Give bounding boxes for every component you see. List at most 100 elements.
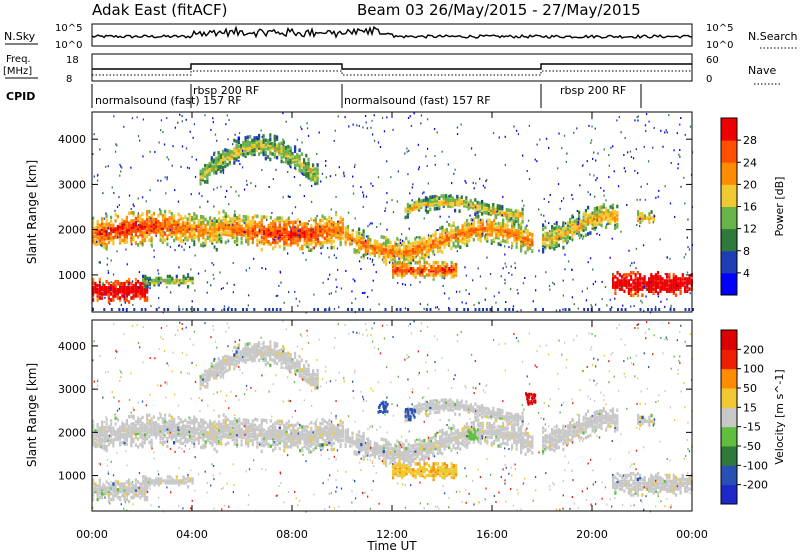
power-cell <box>593 213 596 217</box>
power-cell <box>170 224 173 228</box>
power-cell <box>457 242 460 246</box>
power-cell <box>531 249 534 253</box>
power-cell <box>119 163 121 166</box>
power-cell <box>137 135 140 138</box>
power-cell <box>96 232 99 236</box>
power-cell <box>688 281 691 285</box>
power-cell <box>339 230 342 234</box>
power-cell <box>92 153 94 156</box>
power-cell <box>269 222 272 226</box>
power-cell <box>444 232 446 235</box>
velocity-cell <box>166 425 169 429</box>
power-cell <box>234 133 236 136</box>
power-cell <box>262 152 265 157</box>
power-cell <box>218 221 221 225</box>
velocity-cell <box>98 428 101 432</box>
power-cell <box>446 271 449 275</box>
velocity-cell <box>179 420 182 424</box>
velocity-cell <box>105 439 108 443</box>
power-cell <box>193 240 195 243</box>
power-cell <box>472 231 475 236</box>
power-cell <box>248 267 251 270</box>
power-cell <box>534 158 536 161</box>
power-cell <box>490 241 493 245</box>
power-cell <box>137 279 140 284</box>
power-cell <box>609 308 612 311</box>
power-cell <box>526 231 529 235</box>
power-cell <box>425 240 428 244</box>
power-cell <box>362 231 365 235</box>
power-cell <box>240 230 243 235</box>
power-cell <box>166 224 169 228</box>
power-cell <box>98 227 101 232</box>
power-cell <box>112 286 115 290</box>
power-cell <box>431 195 434 199</box>
power-cell <box>326 238 329 242</box>
power-cell <box>323 226 326 230</box>
power-cell <box>128 211 131 215</box>
velocity-cell <box>267 442 270 446</box>
velocity-cell <box>159 430 162 435</box>
power-cell <box>305 226 308 230</box>
power-cell <box>103 243 106 247</box>
power-cell <box>463 308 466 311</box>
velocity-cell <box>179 441 182 445</box>
power-cell <box>635 267 637 270</box>
power-cell <box>611 205 614 210</box>
power-cell <box>542 233 545 238</box>
power-cell <box>219 157 222 161</box>
power-cell <box>472 217 475 222</box>
power-cell <box>662 145 664 148</box>
power-cell <box>287 236 290 241</box>
power-cell <box>401 275 404 279</box>
power-cell <box>226 190 228 192</box>
velocity-cell <box>213 428 216 432</box>
velocity-cell <box>96 428 99 433</box>
power-cell <box>578 218 581 223</box>
power-cell <box>382 241 385 246</box>
power-cell <box>424 200 427 204</box>
velocity-cell <box>260 449 263 454</box>
power-cell <box>305 168 308 172</box>
power-cell <box>233 227 236 232</box>
velocity-cell <box>170 427 173 431</box>
power-cell <box>143 238 146 243</box>
power-cell <box>182 276 185 281</box>
power-cell <box>594 195 596 198</box>
power-cell <box>121 281 124 286</box>
power-cell <box>274 240 277 245</box>
power-cell <box>487 211 490 216</box>
power-cell <box>197 224 200 229</box>
velocity-cell <box>254 433 257 437</box>
power-cell <box>260 227 263 231</box>
power-cell <box>305 172 308 176</box>
power-cell <box>262 138 265 142</box>
power-cell <box>231 229 234 234</box>
velocity-cell <box>105 437 108 441</box>
power-cell <box>520 234 523 239</box>
power-cell <box>96 292 99 296</box>
power-cell <box>278 144 281 149</box>
power-cell <box>553 234 556 239</box>
power-cell <box>251 240 254 245</box>
power-cell <box>309 175 312 180</box>
power-cell <box>105 214 108 218</box>
power-cell <box>274 224 277 228</box>
power-cell <box>103 290 106 294</box>
power-cell <box>431 203 434 207</box>
power-cell <box>173 232 176 237</box>
power-cell <box>278 152 281 157</box>
velocity-cell <box>179 429 182 434</box>
power-cell <box>161 230 164 234</box>
velocity-cell <box>157 423 160 427</box>
power-cell <box>125 286 128 290</box>
power-cell <box>249 224 252 228</box>
power-cell <box>612 283 615 287</box>
velocity-cell <box>224 417 227 421</box>
velocity-cell <box>152 421 155 425</box>
power-cell <box>185 147 188 150</box>
power-cell <box>466 235 469 239</box>
velocity-cell <box>193 433 196 437</box>
power-cell <box>161 222 164 226</box>
power-cell <box>414 255 417 260</box>
